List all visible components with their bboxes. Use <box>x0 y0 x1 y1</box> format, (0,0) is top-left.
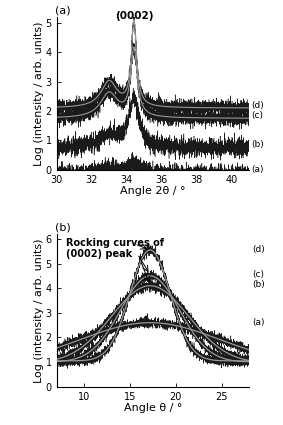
Y-axis label: Log (intensity / arb. units): Log (intensity / arb. units) <box>34 238 44 382</box>
Text: (b): (b) <box>252 280 265 289</box>
Text: (a): (a) <box>252 165 264 174</box>
Y-axis label: Log (intensity / arb. units): Log (intensity / arb. units) <box>34 21 44 166</box>
Text: (a): (a) <box>252 317 264 327</box>
Text: (a): (a) <box>55 6 70 15</box>
Text: (c): (c) <box>252 270 264 279</box>
Text: (b): (b) <box>55 222 70 232</box>
X-axis label: Angle θ / °: Angle θ / ° <box>124 403 182 413</box>
X-axis label: Angle 2θ / °: Angle 2θ / ° <box>120 186 186 196</box>
Text: (0002): (0002) <box>115 11 153 20</box>
Text: (d): (d) <box>252 246 265 255</box>
Text: (b): (b) <box>252 140 264 149</box>
Text: (c): (c) <box>252 111 264 120</box>
Text: (d): (d) <box>252 101 264 110</box>
Text: Rocking curves of
(0002) peak: Rocking curves of (0002) peak <box>66 238 164 259</box>
